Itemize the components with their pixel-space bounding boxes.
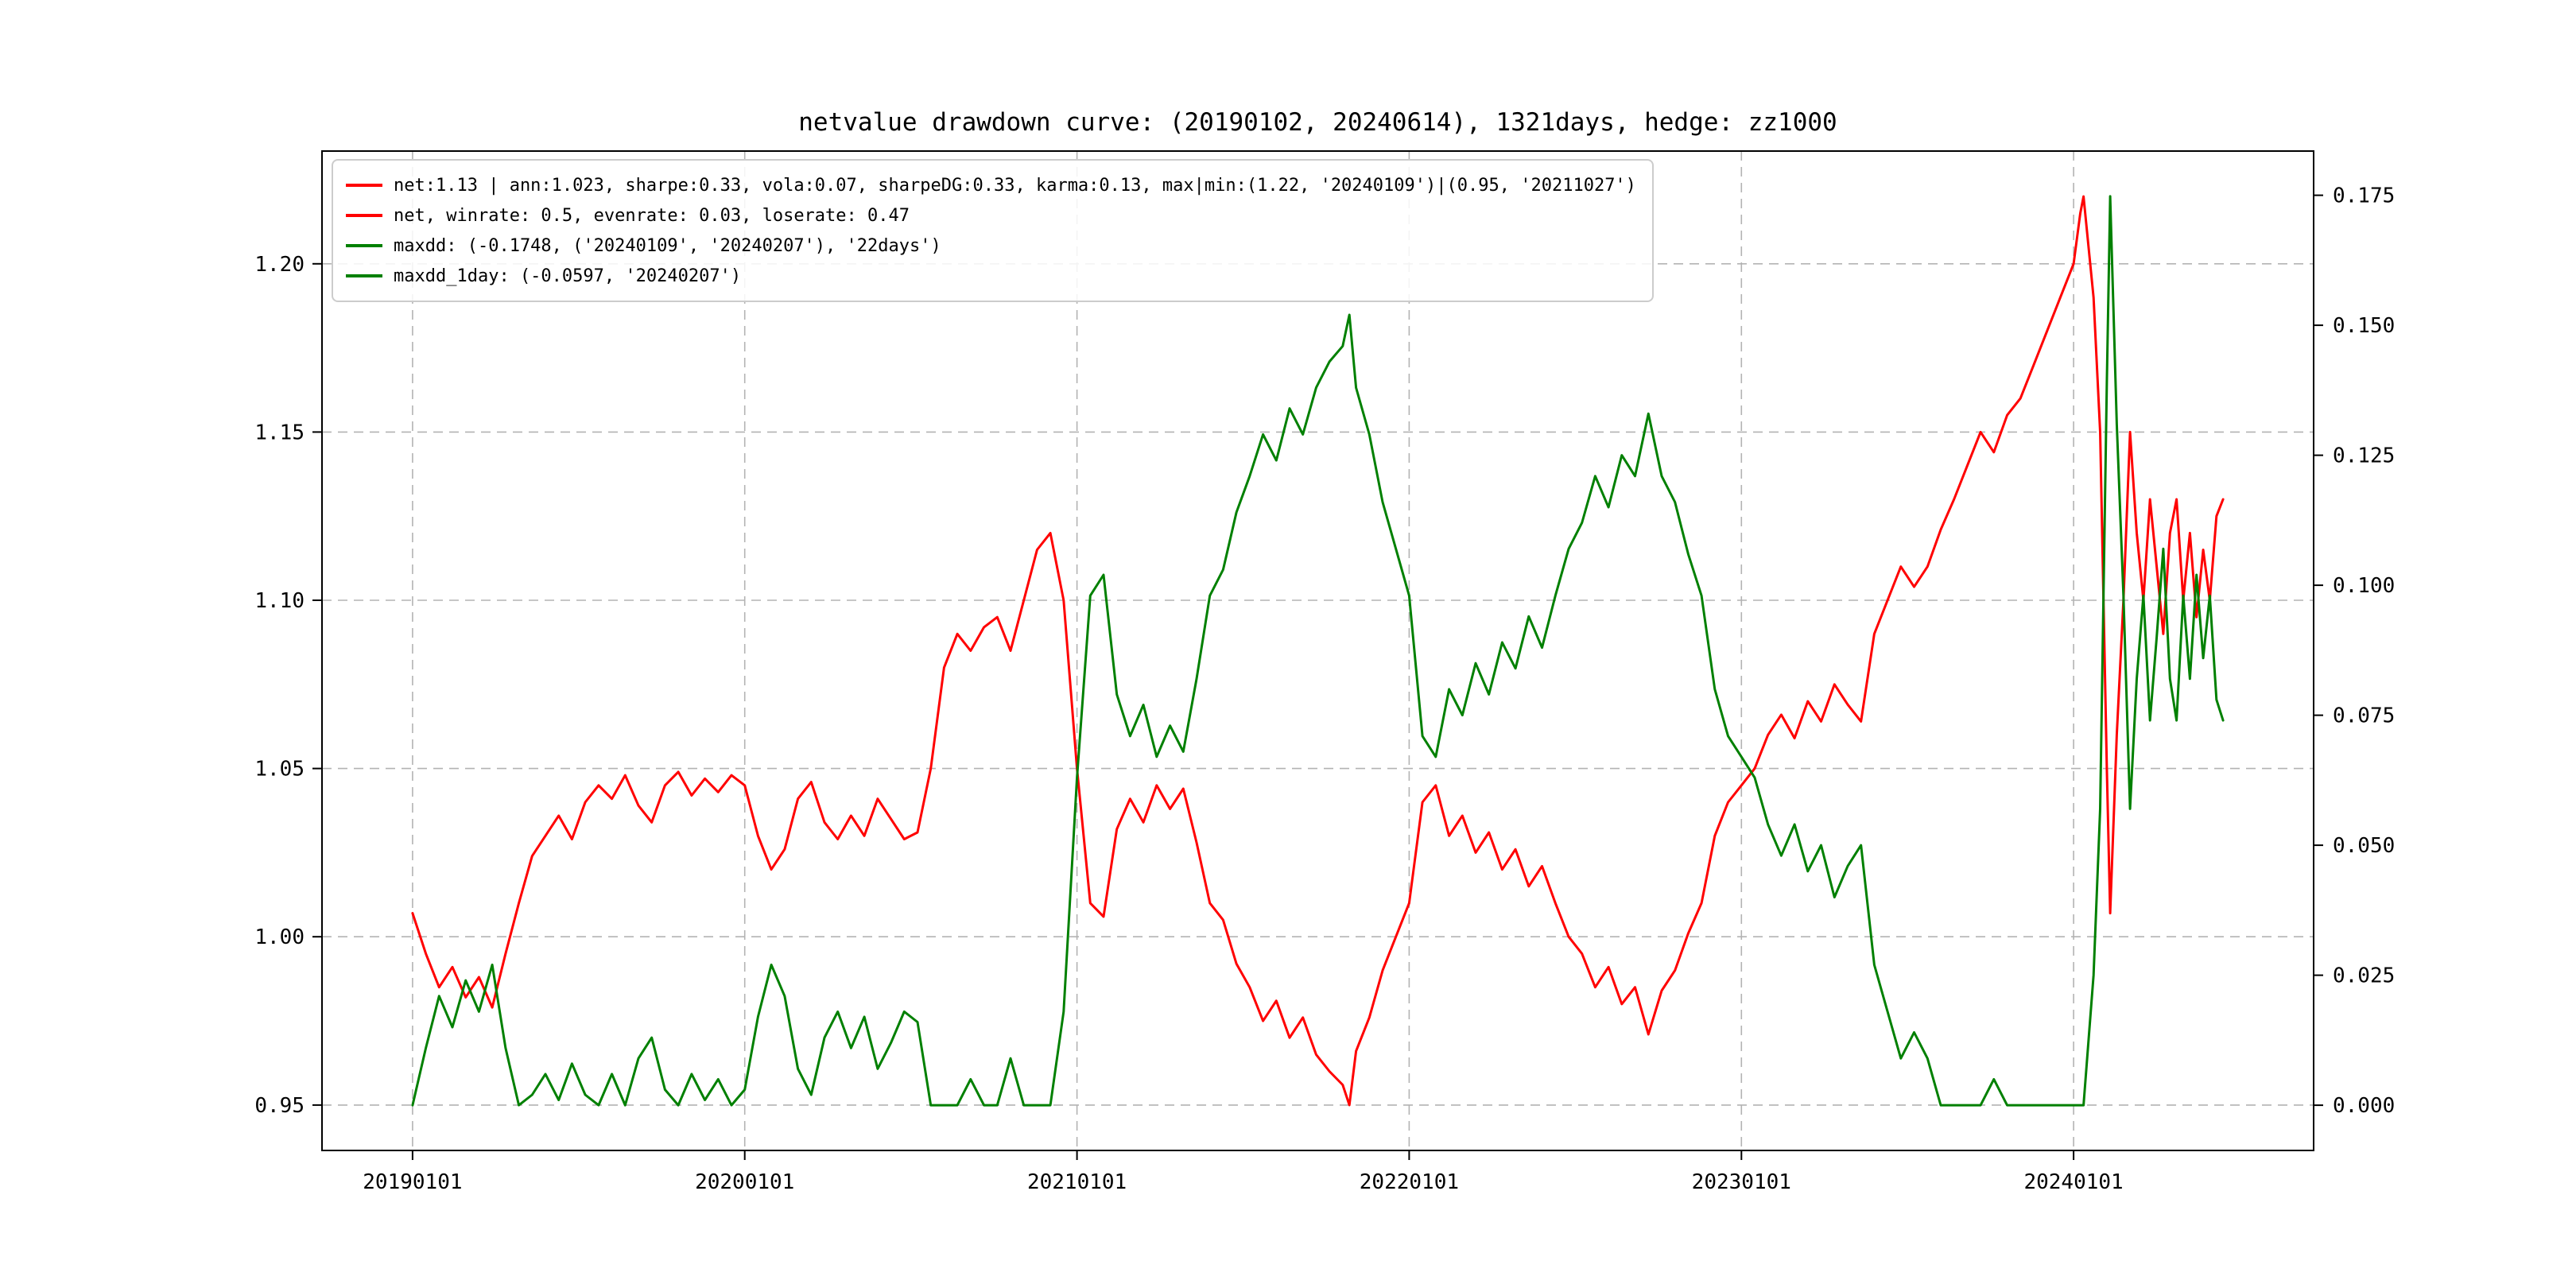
left-y-tick-label: 1.20 <box>254 253 305 277</box>
legend-item-net-rates: net, winrate: 0.5, evenrate: 0.03, loser… <box>346 200 1636 231</box>
x-axis: 20190101 20200101 20210101 20220101 20230101… <box>363 1150 2124 1194</box>
x-tick-label: 20240101 <box>2023 1170 2123 1194</box>
right-y-tick-label: 0.175 <box>2333 184 2395 208</box>
plot-border <box>321 150 2314 1151</box>
right-y-axis: 0.000 0.025 0.050 0.075 0.100 0.125 0.150 0.175 <box>2314 184 2395 1118</box>
x-tick-label: 20230101 <box>1692 1170 1791 1194</box>
right-y-tick-label: 0.100 <box>2333 574 2395 598</box>
red-line-swatch-icon <box>346 184 382 187</box>
left-y-tick-label: 1.15 <box>254 421 305 444</box>
x-tick-label: 20220101 <box>1360 1170 1459 1194</box>
legend-box: net:1.13 | ann:1.023, sharpe:0.33, vola:… <box>332 159 1654 302</box>
red-line-swatch-icon <box>346 214 382 217</box>
x-tick-label: 20210101 <box>1027 1170 1127 1194</box>
left-y-tick-label: 1.05 <box>254 758 305 782</box>
right-y-tick-label: 0.150 <box>2333 314 2395 338</box>
right-y-tick-label: 0.075 <box>2333 704 2395 728</box>
legend-item-maxdd: maxdd: (-0.1748, ('20240109', '20240207'… <box>346 231 1636 261</box>
left-y-axis: 0.95 1.00 1.05 1.10 1.15 1.20 <box>254 253 322 1118</box>
left-y-tick-label: 1.10 <box>254 589 305 613</box>
right-y-tick-label: 0.050 <box>2333 834 2395 858</box>
chart-title: netvalue drawdown curve: (20190102, 2024… <box>798 108 1837 137</box>
green-line-swatch-icon <box>346 244 382 247</box>
green-line-swatch-icon <box>346 274 382 277</box>
left-y-tick-label: 0.95 <box>254 1094 305 1118</box>
x-tick-label: 20190101 <box>363 1170 462 1194</box>
right-y-tick-label: 0.000 <box>2333 1094 2395 1118</box>
series-line-net <box>411 195 2225 1107</box>
legend-label-maxdd-1day: maxdd_1day: (-0.0597, '20240207') <box>394 266 742 286</box>
legend-item-net-stats: net:1.13 | ann:1.023, sharpe:0.33, vola:… <box>346 170 1636 200</box>
series-line-maxdd <box>411 195 2225 1107</box>
right-y-tick-label: 0.125 <box>2333 444 2395 468</box>
x-tick-label: 20200101 <box>695 1170 794 1194</box>
legend-label-net-rates: net, winrate: 0.5, evenrate: 0.03, loser… <box>394 205 910 226</box>
legend-label-net-stats: net:1.13 | ann:1.023, sharpe:0.33, vola:… <box>394 175 1636 196</box>
right-y-tick-label: 0.025 <box>2333 964 2395 988</box>
legend-label-maxdd: maxdd: (-0.1748, ('20240109', '20240207'… <box>394 235 941 256</box>
legend-item-maxdd-1day: maxdd_1day: (-0.0597, '20240207') <box>346 261 1636 291</box>
left-y-tick-label: 1.00 <box>254 925 305 949</box>
